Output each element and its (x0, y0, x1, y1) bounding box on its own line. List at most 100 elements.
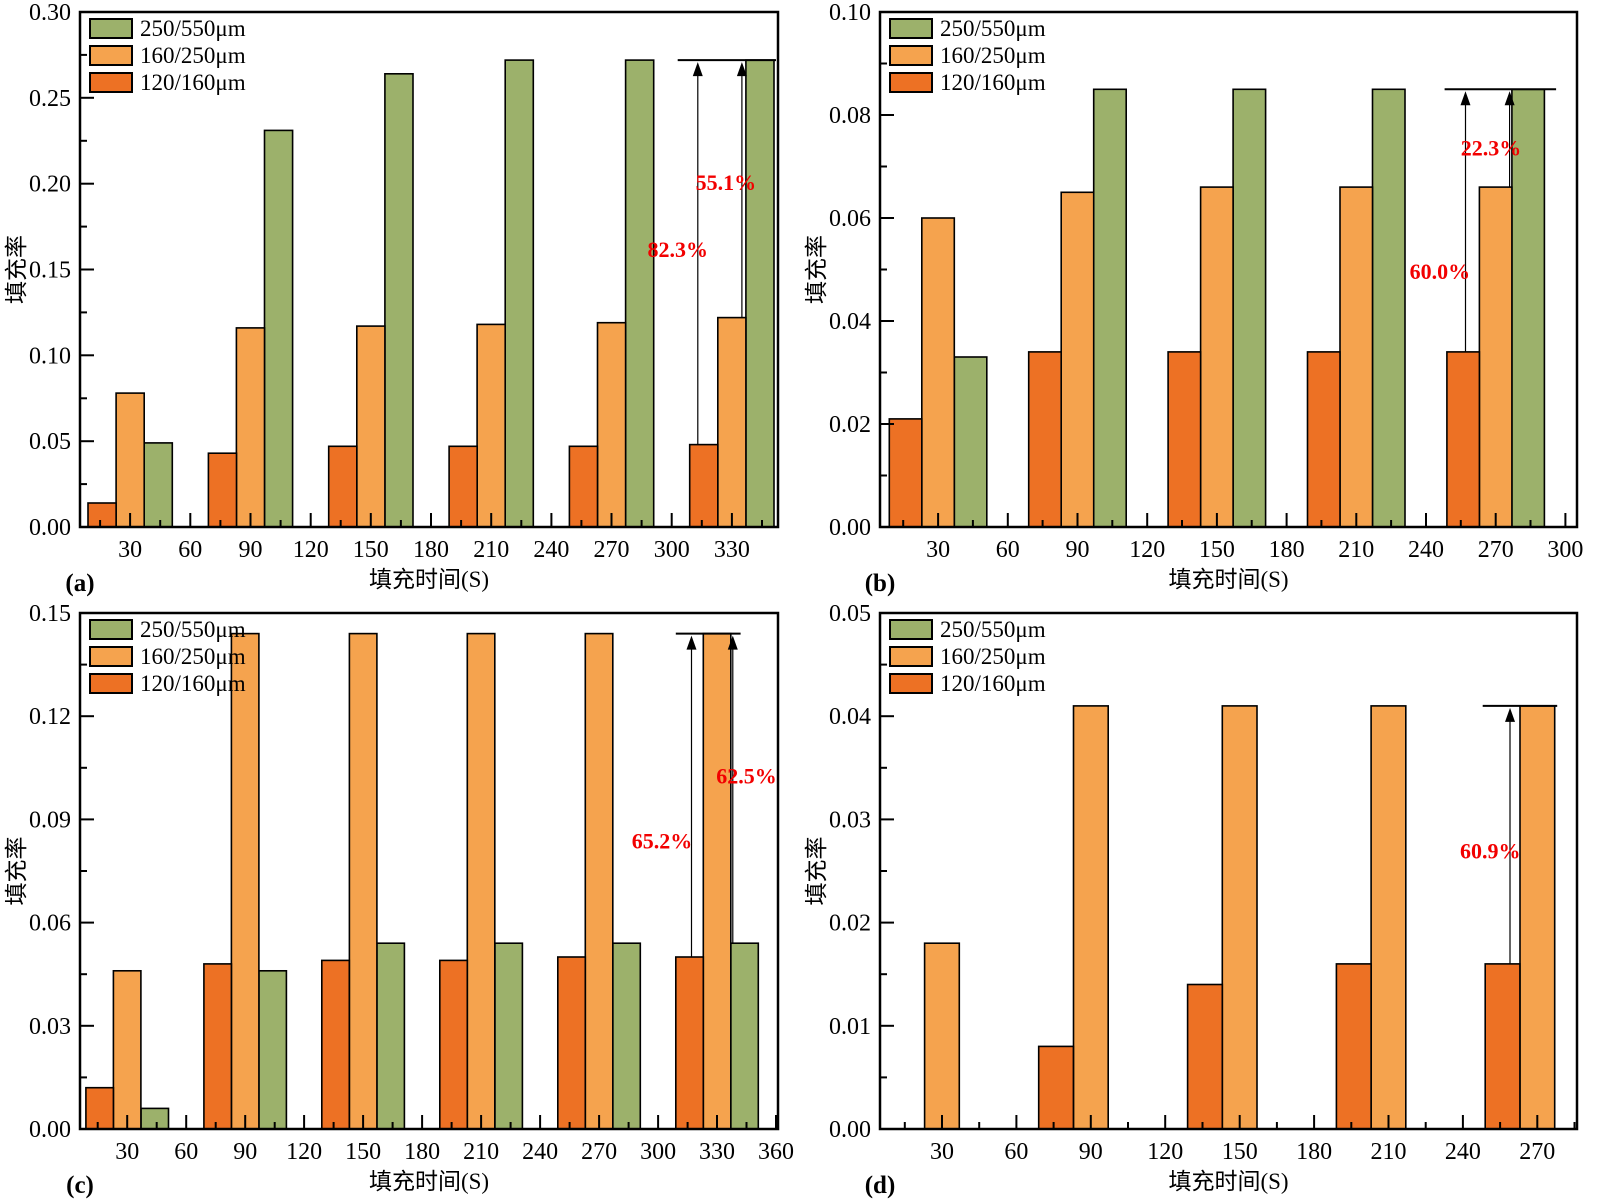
x-axis-title: 填充时间(S) (1168, 567, 1288, 592)
x-tick-label: 210 (463, 1139, 499, 1165)
annotation-label: 55.1% (696, 170, 757, 195)
bar-dark_orange-t270 (568, 445, 599, 528)
bar-green-t30 (140, 1107, 170, 1130)
bar-green-t210 (504, 59, 535, 528)
x-tick-label: 360 (758, 1139, 794, 1165)
legend-label: 160/250μm (140, 644, 246, 669)
y-tick-label: 0.25 (29, 86, 71, 112)
legend-swatch-dark_orange (889, 673, 933, 694)
bar-light_orange-t30 (921, 217, 956, 528)
bar-green-t330 (729, 942, 760, 1130)
annotation-label: 60.0% (1410, 259, 1471, 284)
y-tick-label: 0.10 (829, 0, 871, 26)
y-tick-label: 0.00 (829, 1117, 871, 1143)
annotation-label: 60.9% (1460, 838, 1521, 863)
bar-dark_orange-t210 (448, 445, 479, 528)
panel-letter: (b) (865, 570, 896, 597)
x-tick-label: 120 (293, 537, 329, 563)
bar-dark_orange-t270 (556, 956, 587, 1130)
bar-dark_orange-t90 (1027, 351, 1062, 528)
bar-light_orange-t330 (702, 632, 732, 1130)
y-tick-label: 0.03 (29, 1014, 71, 1040)
y-tick-label: 0.10 (29, 343, 71, 369)
y-axis-title: 填充率 (804, 837, 829, 906)
y-tick-label: 0.04 (829, 309, 871, 335)
bar-light_orange-t90 (230, 632, 260, 1130)
x-tick-label: 60 (174, 1139, 198, 1165)
y-tick-label: 0.15 (29, 601, 71, 627)
legend-swatch-dark_orange (89, 673, 133, 694)
y-tick-label: 0.00 (829, 515, 871, 541)
x-tick-label: 270 (1519, 1139, 1555, 1165)
bar-light_orange-t270 (584, 632, 614, 1130)
bar-dark_orange-t90 (203, 963, 233, 1130)
legend-swatch-green (889, 619, 933, 640)
x-axis-title: 填充时间(S) (369, 567, 489, 592)
legend-label: 160/250μm (140, 43, 246, 68)
bar-light_orange-t90 (235, 327, 266, 528)
x-tick-label: 180 (1269, 537, 1305, 563)
bar-light_orange-t270 (596, 321, 627, 528)
bar-dark_orange-t210 (1335, 963, 1372, 1130)
y-tick-label: 0.05 (29, 429, 71, 455)
legend-label: 120/160μm (940, 70, 1046, 95)
x-tick-label: 240 (1445, 1139, 1481, 1165)
x-tick-label: 90 (1079, 1139, 1103, 1165)
x-tick-label: 30 (118, 537, 142, 563)
y-tick-label: 0.09 (29, 807, 71, 833)
bar-light_orange-t30 (923, 942, 961, 1130)
legend-label: 160/250μm (940, 644, 1046, 669)
y-tick-label: 0.20 (29, 172, 71, 198)
bar-dark_orange-t150 (327, 445, 358, 528)
bar-light_orange-t90 (1072, 705, 1110, 1130)
bar-green-t270 (611, 942, 642, 1130)
bar-dark_orange-t150 (1186, 983, 1224, 1130)
y-axis-title: 填充率 (4, 235, 29, 304)
bar-light_orange-t270 (1478, 186, 1513, 528)
bar-green-t30 (953, 356, 988, 528)
panel-d: 30 60 90 120 150 180 210 240 270 0.00 0.01 0.02 0.03… (800, 601, 1599, 1203)
bar-dark_orange-t30 (87, 502, 117, 528)
bar-green-t30 (143, 442, 174, 528)
x-tick-label: 300 (654, 537, 690, 563)
bar-green-t330 (745, 59, 775, 528)
annotation-arrowhead-icon (1504, 91, 1515, 106)
bar-green-t150 (1232, 88, 1267, 528)
bar-green-t90 (1092, 88, 1128, 528)
chart-svg-a: 30 60 90 120 150 180 210 240 270 300 330 0.00 0.05 0.… (0, 0, 800, 601)
annotation-arrowhead-icon (692, 62, 703, 77)
y-tick-label: 0.06 (829, 206, 871, 232)
y-tick-label: 0.15 (29, 258, 71, 284)
annotation-arrowhead-icon (686, 635, 697, 650)
panel-letter: (d) (865, 1172, 896, 1199)
x-tick-label: 240 (522, 1139, 558, 1165)
x-tick-label: 270 (594, 537, 630, 563)
legend-swatch-green (89, 18, 133, 39)
bar-dark_orange-t150 (320, 959, 351, 1130)
x-tick-label: 30 (926, 537, 950, 563)
bar-green-t150 (376, 942, 406, 1130)
bar-light_orange-t210 (1370, 705, 1407, 1130)
x-tick-label: 240 (1408, 537, 1444, 563)
legend-swatch-light_orange (89, 646, 133, 667)
chart-svg-c: 30 60 90 120 150 180 210 240 270 300 330 360 0.00 0.0… (0, 601, 800, 1203)
x-tick-label: 90 (239, 537, 263, 563)
x-tick-label: 60 (1004, 1139, 1028, 1165)
legend-swatch-dark_orange (889, 72, 933, 93)
legend-swatch-light_orange (89, 45, 133, 66)
panel-b: 30 60 90 120 150 180 210 240 270 300 0.00 0.02 0.04 0… (800, 0, 1599, 601)
y-tick-label: 0.06 (29, 911, 71, 937)
y-tick-label: 0.02 (829, 412, 871, 438)
bar-light_orange-t30 (112, 969, 142, 1130)
annotation-label: 22.3% (1461, 135, 1522, 160)
y-axis-title: 填充率 (804, 235, 829, 304)
legend-label: 160/250μm (940, 43, 1046, 68)
annotation-label: 82.3% (647, 237, 708, 262)
bar-light_orange-t150 (355, 325, 386, 528)
bar-dark_orange-t210 (1306, 351, 1341, 528)
x-tick-label: 210 (1338, 537, 1374, 563)
x-tick-label: 180 (1296, 1139, 1332, 1165)
bar-green-t210 (1371, 88, 1406, 528)
legend-swatch-dark_orange (89, 72, 133, 93)
